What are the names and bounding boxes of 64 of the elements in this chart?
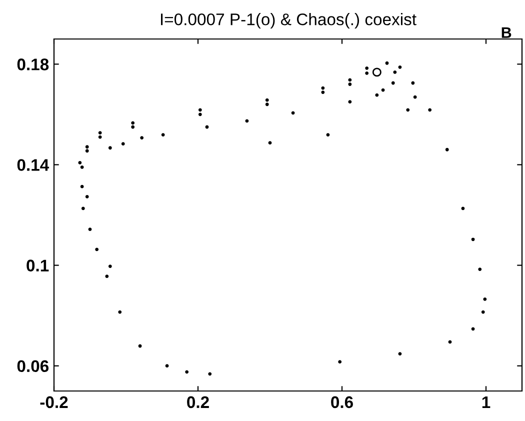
point bbox=[348, 100, 352, 104]
point bbox=[105, 274, 109, 278]
chart-title: I=0.0007 P-1(o) & Chaos(.) coexist bbox=[161, 13, 416, 29]
point bbox=[78, 161, 82, 164]
point bbox=[185, 370, 189, 374]
point bbox=[348, 82, 352, 86]
point bbox=[265, 102, 269, 106]
point bbox=[406, 108, 410, 112]
point bbox=[208, 372, 212, 376]
point bbox=[85, 145, 89, 149]
y-tick-label: 0.18 bbox=[17, 58, 49, 70]
point bbox=[165, 364, 169, 368]
point bbox=[161, 133, 165, 136]
point bbox=[445, 148, 449, 152]
y-tick-label: 0.1 bbox=[26, 260, 49, 272]
point bbox=[398, 352, 402, 356]
point bbox=[265, 98, 269, 102]
point bbox=[348, 78, 352, 82]
point bbox=[471, 327, 475, 331]
y-tick-label: 0.06 bbox=[17, 360, 49, 372]
point bbox=[131, 125, 135, 129]
point bbox=[393, 70, 397, 74]
point bbox=[338, 360, 342, 364]
point bbox=[321, 86, 325, 90]
point bbox=[398, 65, 402, 69]
point bbox=[198, 112, 202, 116]
point bbox=[428, 108, 432, 112]
x-tick-label: 1 bbox=[482, 396, 490, 408]
point bbox=[81, 206, 85, 210]
y-tick-label: 0.14 bbox=[17, 159, 50, 171]
point bbox=[413, 95, 417, 99]
point bbox=[118, 310, 122, 314]
point bbox=[391, 81, 395, 85]
point bbox=[80, 184, 84, 188]
x-tick-label: 0.6 bbox=[331, 396, 353, 408]
point bbox=[88, 228, 92, 232]
point bbox=[268, 141, 272, 145]
point bbox=[108, 264, 112, 268]
point bbox=[385, 61, 389, 65]
x-tick-label: 0.2 bbox=[187, 396, 209, 408]
point bbox=[291, 111, 295, 115]
point bbox=[108, 146, 112, 150]
point bbox=[85, 149, 89, 153]
point bbox=[321, 90, 325, 94]
point bbox=[483, 298, 487, 301]
point bbox=[478, 268, 482, 272]
point bbox=[80, 166, 84, 169]
point bbox=[198, 108, 202, 112]
x-tick-label: -0.2 bbox=[40, 396, 68, 408]
point bbox=[471, 238, 475, 242]
point bbox=[326, 133, 330, 136]
point bbox=[372, 68, 382, 77]
point bbox=[481, 310, 485, 314]
point bbox=[98, 131, 102, 134]
point bbox=[375, 93, 379, 97]
point bbox=[140, 136, 144, 140]
point bbox=[131, 121, 135, 125]
point bbox=[85, 194, 89, 198]
text: B bbox=[502, 27, 512, 38]
point bbox=[365, 71, 369, 75]
point bbox=[95, 248, 99, 252]
point bbox=[98, 135, 102, 139]
point bbox=[121, 142, 125, 146]
point bbox=[365, 66, 369, 70]
